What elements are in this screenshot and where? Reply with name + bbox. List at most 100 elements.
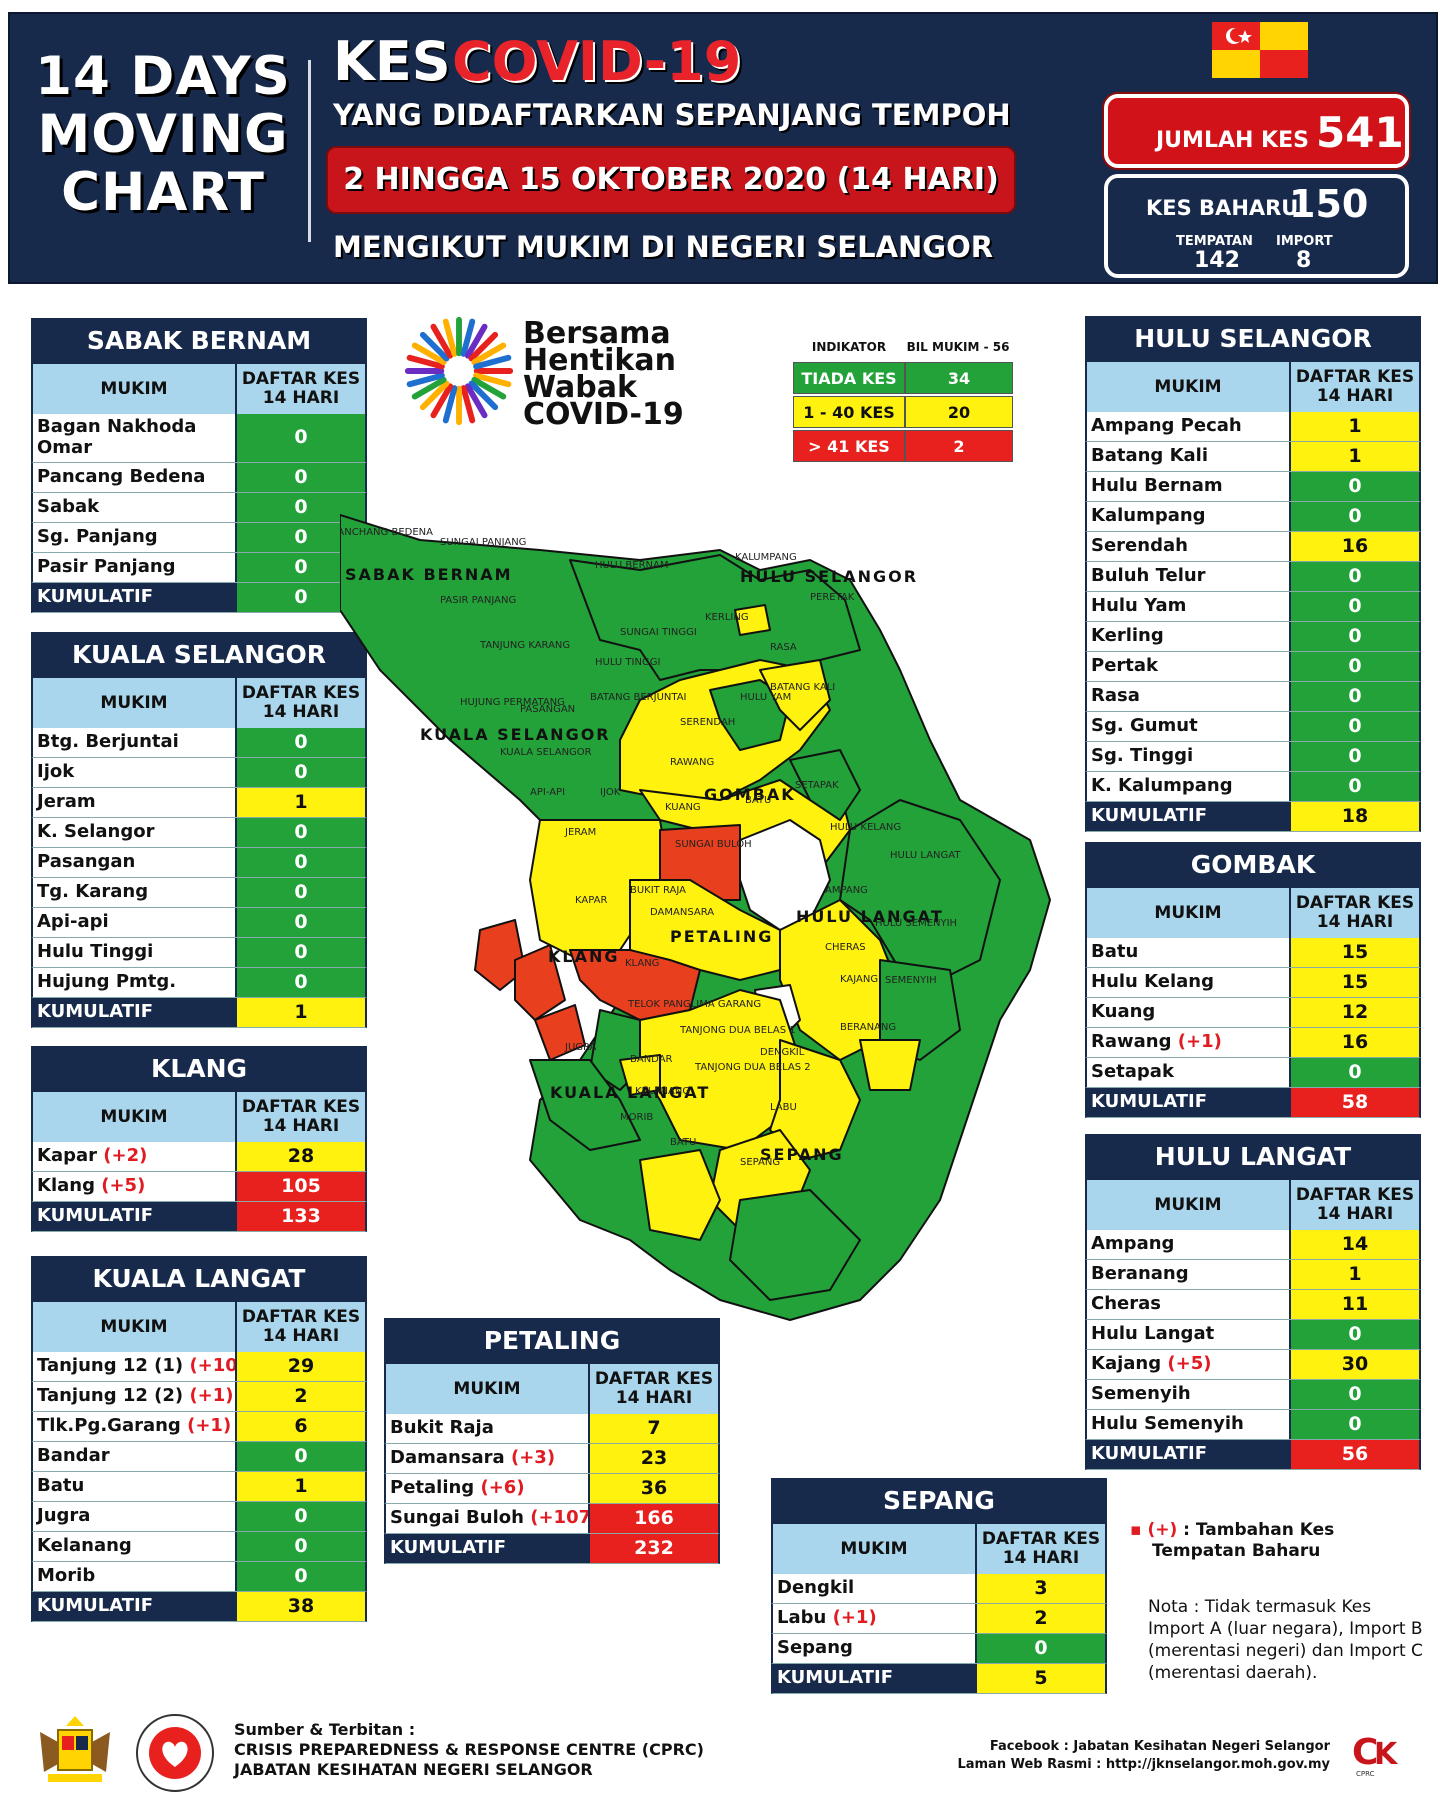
cumulative-label: KUMULATIF bbox=[33, 1592, 235, 1621]
mukim-name: Hulu Semenyih bbox=[1091, 1413, 1244, 1434]
sunburst-ray bbox=[411, 342, 447, 366]
case-count-cell: 0 bbox=[1289, 652, 1419, 681]
cumulative-label: KUMULATIF bbox=[33, 1202, 235, 1231]
mukim-cell: Hulu Semenyih bbox=[1087, 1410, 1289, 1439]
case-count-cell: 11 bbox=[1289, 1290, 1419, 1319]
selangor-flag-icon bbox=[1212, 22, 1308, 78]
mukim-name: Pertak bbox=[1091, 655, 1158, 676]
case-count-cell: 0 bbox=[1289, 1058, 1419, 1087]
table-row: Buluh Telur 0 bbox=[1085, 562, 1421, 592]
mukim-cell: Jugra bbox=[33, 1502, 235, 1531]
cumulative-value: 18 bbox=[1289, 802, 1419, 831]
new-case-increment: (+5) bbox=[101, 1175, 146, 1196]
table-row: Tanjung 12 (1) (+10) 29 bbox=[31, 1352, 367, 1382]
case-count-cell: 0 bbox=[1289, 502, 1419, 531]
map-label-kuala-selangor: KUALA SELANGOR bbox=[420, 725, 611, 744]
table-row: Sungai Buloh (+107) 166 bbox=[384, 1504, 720, 1534]
col-daftar-line: DAFTAR KES bbox=[241, 1307, 361, 1327]
mukim-name: Kelanang bbox=[37, 1535, 132, 1556]
selangor-map: SABAK BERNAM HULU SELANGOR KUALA SELANGO… bbox=[340, 514, 1051, 1321]
mukim-cell: Sg. Tinggi bbox=[1087, 742, 1289, 771]
sunburst-ray bbox=[468, 331, 499, 362]
svg-text:K: K bbox=[1374, 1737, 1399, 1772]
case-count-cell: 0 bbox=[235, 758, 365, 787]
cumulative-value: 38 bbox=[235, 1592, 365, 1621]
mukim-cell: Pasir Panjang bbox=[33, 553, 235, 582]
map-label-gombak: GOMBAK bbox=[704, 785, 796, 804]
district-table-sepang: SEPANG MUKIM DAFTAR KES 14 HARI Dengkil 3… bbox=[771, 1478, 1107, 1694]
col-daftar-line: DAFTAR KES bbox=[241, 683, 361, 703]
moving-chart-title: 14 DAYS MOVING CHART bbox=[28, 48, 298, 222]
map-mukim-label: SEPANG bbox=[740, 1157, 780, 1168]
district-title: HULU LANGAT bbox=[1085, 1134, 1421, 1180]
mukim-cell: Serendah bbox=[1087, 532, 1289, 561]
map-mukim-label: DAMANSARA bbox=[650, 907, 714, 918]
table-row: Pancang Bedena 0 bbox=[31, 463, 367, 493]
new-case-increment: (+107) bbox=[530, 1507, 588, 1528]
case-count-cell: 0 bbox=[235, 1442, 365, 1471]
table-row: Sg. Gumut 0 bbox=[1085, 712, 1421, 742]
cumulative-row: KUMULATIF 58 bbox=[1085, 1088, 1421, 1118]
sunburst-ray bbox=[411, 376, 447, 400]
mukim-name: Sg. Tinggi bbox=[1091, 745, 1194, 766]
new-case-increment: (+1) bbox=[187, 1415, 232, 1436]
map-hulu-langat bbox=[839, 799, 1001, 981]
table-row: Api-api 0 bbox=[31, 908, 367, 938]
indicator-label: > 41 KES bbox=[793, 430, 905, 462]
map-mukim-label: API-API bbox=[530, 787, 565, 798]
mukim-name: K. Kalumpang bbox=[1091, 775, 1233, 796]
case-count-cell: 28 bbox=[235, 1142, 365, 1171]
mukim-cell: Pancang Bedena bbox=[33, 463, 235, 492]
cumulative-row: KUMULATIF 18 bbox=[1085, 802, 1421, 832]
table-row: Beranang 1 bbox=[1085, 1260, 1421, 1290]
mukim-cell: Batu bbox=[33, 1472, 235, 1501]
case-count-cell: 0 bbox=[235, 463, 365, 492]
case-count-cell: 15 bbox=[1289, 938, 1419, 967]
mukim-name: Damansara bbox=[390, 1447, 505, 1468]
district-title: SABAK BERNAM bbox=[31, 318, 367, 364]
map-mukim-label: LABU bbox=[770, 1102, 797, 1113]
case-count-cell: 16 bbox=[1289, 532, 1419, 561]
map-mukim-label: HULU BERNAM bbox=[595, 560, 669, 571]
table-header: MUKIM DAFTAR KES 14 HARI bbox=[31, 1092, 367, 1142]
table-row: Sabak 0 bbox=[31, 493, 367, 523]
case-count-cell: 7 bbox=[588, 1414, 718, 1443]
table-row: Kerling 0 bbox=[1085, 622, 1421, 652]
case-count-cell: 2 bbox=[975, 1604, 1105, 1633]
table-row: Kuang 12 bbox=[1085, 998, 1421, 1028]
mukim-cell: Tlk.Pg.Garang (+1) bbox=[33, 1412, 235, 1441]
mukim-cell: Bukit Raja bbox=[386, 1414, 588, 1443]
map-mukim-label: MORIB bbox=[620, 1112, 653, 1123]
case-count-cell: 1 bbox=[1289, 1260, 1419, 1289]
district-table-hulu-selangor: HULU SELANGOR MUKIM DAFTAR KES 14 HARI Am… bbox=[1085, 316, 1421, 832]
table-row: Kelanang 0 bbox=[31, 1532, 367, 1562]
table-row: Bagan Nakhoda Omar 0 bbox=[31, 414, 367, 463]
map-mukim-label: TANJONG DUA BELAS 2 bbox=[694, 1062, 811, 1073]
new-case-increment: (+6) bbox=[480, 1477, 525, 1498]
case-count-cell: 1 bbox=[235, 788, 365, 817]
mukim-name: Rawang bbox=[1091, 1031, 1172, 1052]
mukim-cell: Batu bbox=[1087, 938, 1289, 967]
mukim-cell: Labu (+1) bbox=[773, 1604, 975, 1633]
moving-chart-line: 14 DAYS bbox=[35, 46, 291, 107]
new-case-increment: (+1) bbox=[832, 1607, 877, 1628]
cumulative-row: KUMULATIF 133 bbox=[31, 1202, 367, 1232]
map-mukim-label: RASA bbox=[770, 642, 797, 653]
mukim-cell: Cheras bbox=[1087, 1290, 1289, 1319]
map-semenyih bbox=[879, 959, 961, 1061]
map-sepang bbox=[729, 1189, 861, 1301]
total-cases-box bbox=[1104, 94, 1409, 168]
col-daftar-line: DAFTAR KES bbox=[1295, 367, 1415, 387]
mukim-cell: Bandar bbox=[33, 1442, 235, 1471]
table-row: Sg. Tinggi 0 bbox=[1085, 742, 1421, 772]
mukim-name: Batang Kali bbox=[1091, 445, 1209, 466]
sunburst-ray bbox=[430, 323, 454, 359]
district-table-petaling: PETALING MUKIM DAFTAR KES 14 HARI Bukit R… bbox=[384, 1318, 720, 1564]
source-footer: Sumber & Terbitan : CRISIS PREPAREDNESS … bbox=[234, 1720, 704, 1780]
mukim-cell: Pertak bbox=[1087, 652, 1289, 681]
mukim-name: Sungai Buloh bbox=[390, 1507, 524, 1528]
case-count-cell: 12 bbox=[1289, 998, 1419, 1027]
mukim-cell: Hulu Langat bbox=[1087, 1320, 1289, 1349]
mukim-name: Kapar bbox=[37, 1145, 98, 1166]
plus-text: : Tambahan Kes bbox=[1183, 1520, 1335, 1540]
